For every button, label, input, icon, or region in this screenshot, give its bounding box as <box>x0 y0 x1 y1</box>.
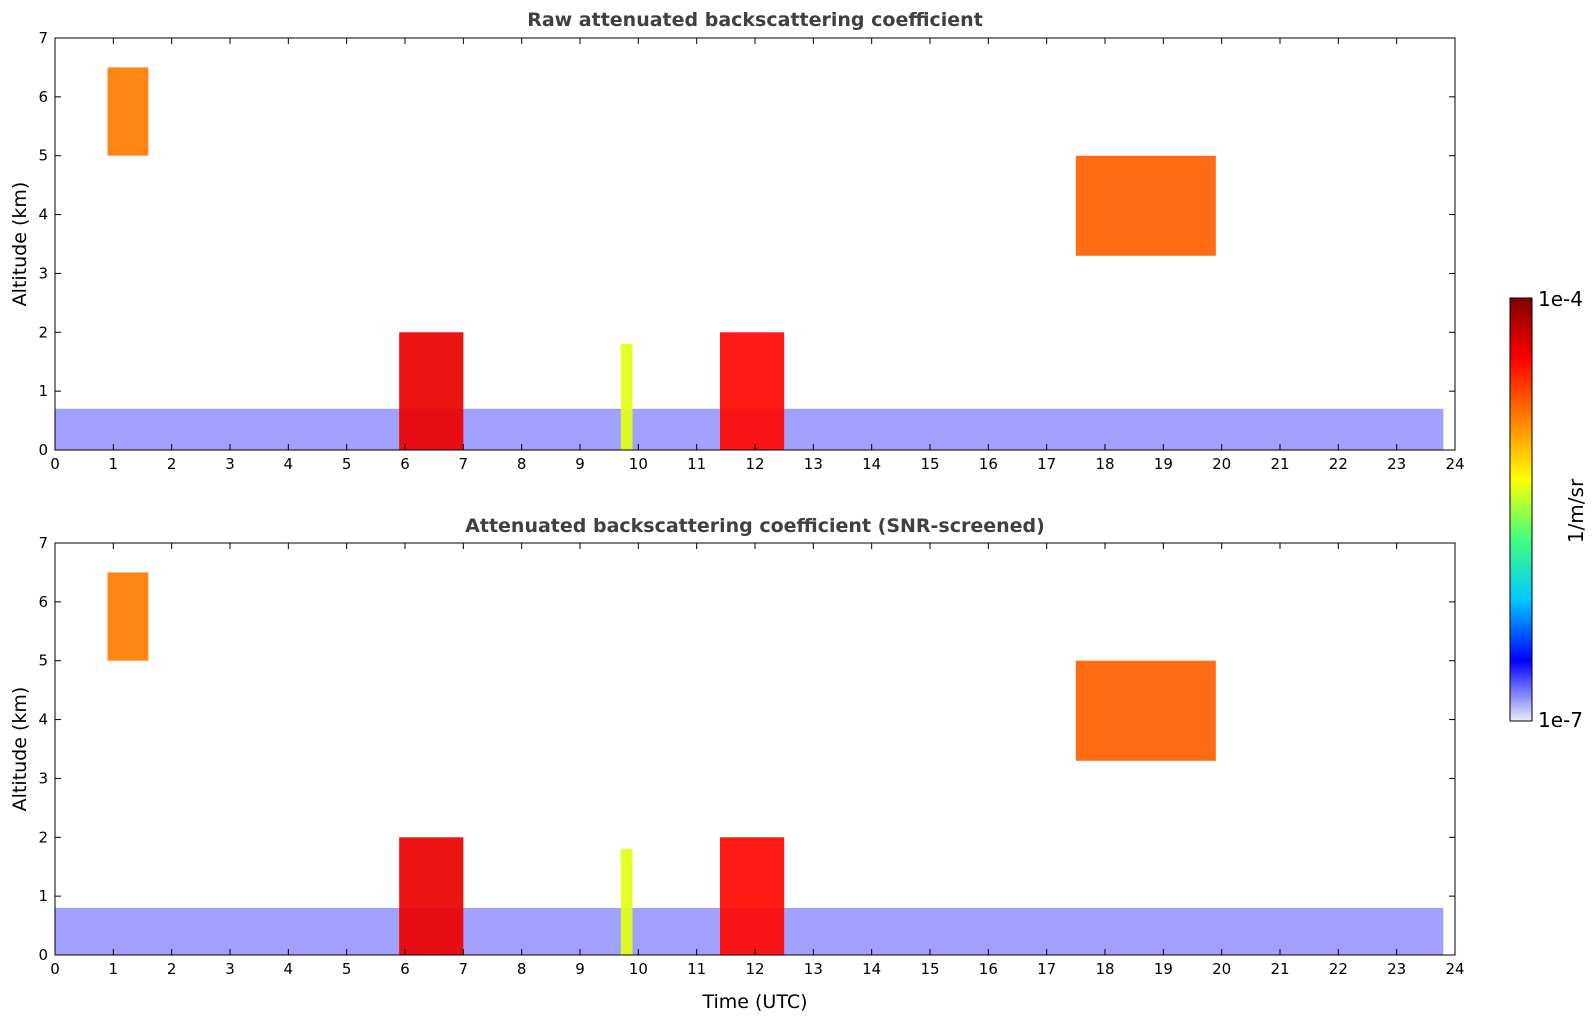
x-tick-label: 7 <box>459 960 469 978</box>
colorbar-unit-label: 1/m/sr <box>1564 478 1588 543</box>
x-tick-label: 15 <box>920 960 939 978</box>
top-x-axis: 0 1 2 3 4 5 6 7 8 9 10 11 12 13 14 15 16 17 18 19 20 21 22 23 24 <box>50 38 1465 473</box>
x-tick-label: 12 <box>745 455 764 473</box>
bottom-heatmap <box>55 572 1444 955</box>
heatmap-feature-cloud <box>399 837 464 955</box>
y-tick-label: 4 <box>38 711 48 729</box>
x-tick-label: 19 <box>1154 960 1173 978</box>
heatmap-feature-cloud <box>620 344 633 450</box>
bottom-x-axis-label: Time (UTC) <box>701 991 807 1013</box>
x-tick-label: 1 <box>109 455 119 473</box>
y-tick-label: 6 <box>38 593 48 611</box>
y-tick-label: 0 <box>38 946 48 964</box>
x-tick-label: 5 <box>342 960 352 978</box>
bottom-y-axis: 0 1 2 3 4 5 6 7 <box>38 534 1455 964</box>
heatmap-feature-cloud <box>720 332 785 450</box>
top-y-axis-label: Altitude (km) <box>9 182 31 307</box>
x-tick-label: 8 <box>517 960 527 978</box>
x-tick-label: 10 <box>629 455 648 473</box>
heatmap-feature-cloud <box>720 837 785 955</box>
y-tick-label: 4 <box>38 206 48 224</box>
x-tick-label: 0 <box>50 455 60 473</box>
x-tick-label: 14 <box>862 455 881 473</box>
x-tick-label: 2 <box>167 455 177 473</box>
x-tick-label: 13 <box>804 960 823 978</box>
x-tick-label: 9 <box>575 960 585 978</box>
x-tick-label: 20 <box>1212 455 1231 473</box>
heatmap-feature-cloud <box>620 849 633 955</box>
y-tick-label: 3 <box>38 769 48 787</box>
x-tick-label: 6 <box>400 960 410 978</box>
x-tick-label: 12 <box>745 960 764 978</box>
x-tick-label: 18 <box>1095 455 1114 473</box>
x-tick-label: 15 <box>920 455 939 473</box>
x-tick-label: 1 <box>109 960 119 978</box>
x-tick-label: 5 <box>342 455 352 473</box>
y-tick-label: 6 <box>38 88 48 106</box>
bottom-panel: Attenuated backscattering coefficient (S… <box>9 515 1465 1013</box>
top-heatmap <box>55 67 1444 450</box>
top-panel-title: Raw attenuated backscattering coefficien… <box>527 9 983 31</box>
x-tick-label: 16 <box>979 455 998 473</box>
x-tick-label: 14 <box>862 960 881 978</box>
x-tick-label: 4 <box>284 960 294 978</box>
bottom-panel-title: Attenuated backscattering coefficient (S… <box>465 515 1045 537</box>
x-tick-label: 0 <box>50 960 60 978</box>
colorbar: 1e-4 1e-7 1/m/sr <box>1509 287 1588 732</box>
x-tick-label: 3 <box>225 455 235 473</box>
x-tick-label: 13 <box>804 455 823 473</box>
x-tick-label: 2 <box>167 960 177 978</box>
y-tick-label: 0 <box>38 441 48 459</box>
y-tick-label: 1 <box>38 382 48 400</box>
bottom-x-axis: 0 1 2 3 4 5 6 7 8 9 10 11 12 13 14 15 16 17 18 19 20 21 22 23 24 <box>50 543 1465 978</box>
x-tick-label: 24 <box>1445 960 1464 978</box>
x-tick-label: 21 <box>1270 960 1289 978</box>
colorbar-max-label: 1e-4 <box>1538 287 1583 311</box>
x-tick-label: 22 <box>1329 960 1348 978</box>
top-panel: Raw attenuated backscattering coefficien… <box>9 9 1465 473</box>
x-tick-label: 9 <box>575 455 585 473</box>
x-tick-label: 19 <box>1154 455 1173 473</box>
colorbar-bar <box>1509 297 1533 722</box>
x-tick-label: 3 <box>225 960 235 978</box>
x-tick-label: 21 <box>1270 455 1289 473</box>
y-tick-label: 1 <box>38 887 48 905</box>
x-tick-label: 11 <box>687 960 706 978</box>
heatmap-feature-cirrus <box>1075 660 1216 761</box>
heatmap-feature-cirrus <box>107 572 149 661</box>
x-tick-label: 24 <box>1445 455 1464 473</box>
heatmap-feature-cirrus <box>107 67 149 156</box>
y-tick-label: 2 <box>38 828 48 846</box>
y-tick-label: 7 <box>38 29 48 47</box>
x-tick-label: 10 <box>629 960 648 978</box>
y-tick-label: 7 <box>38 534 48 552</box>
x-tick-label: 23 <box>1387 455 1406 473</box>
bottom-y-axis-label: Altitude (km) <box>9 687 31 812</box>
colorbar-min-label: 1e-7 <box>1538 708 1583 732</box>
x-tick-label: 4 <box>284 455 294 473</box>
heatmap-feature-cirrus <box>1075 155 1216 256</box>
x-tick-label: 22 <box>1329 455 1348 473</box>
x-tick-label: 17 <box>1037 455 1056 473</box>
x-tick-label: 17 <box>1037 960 1056 978</box>
y-tick-label: 2 <box>38 323 48 341</box>
x-tick-label: 6 <box>400 455 410 473</box>
x-tick-label: 7 <box>459 455 469 473</box>
y-tick-label: 5 <box>38 652 48 670</box>
x-tick-label: 8 <box>517 455 527 473</box>
x-tick-label: 11 <box>687 455 706 473</box>
x-tick-label: 18 <box>1095 960 1114 978</box>
top-y-axis: 0 1 2 3 4 5 6 7 <box>38 29 1455 459</box>
x-tick-label: 16 <box>979 960 998 978</box>
y-tick-label: 3 <box>38 264 48 282</box>
x-tick-label: 20 <box>1212 960 1231 978</box>
y-tick-label: 5 <box>38 147 48 165</box>
heatmap-feature-cloud <box>399 332 464 450</box>
x-tick-label: 23 <box>1387 960 1406 978</box>
